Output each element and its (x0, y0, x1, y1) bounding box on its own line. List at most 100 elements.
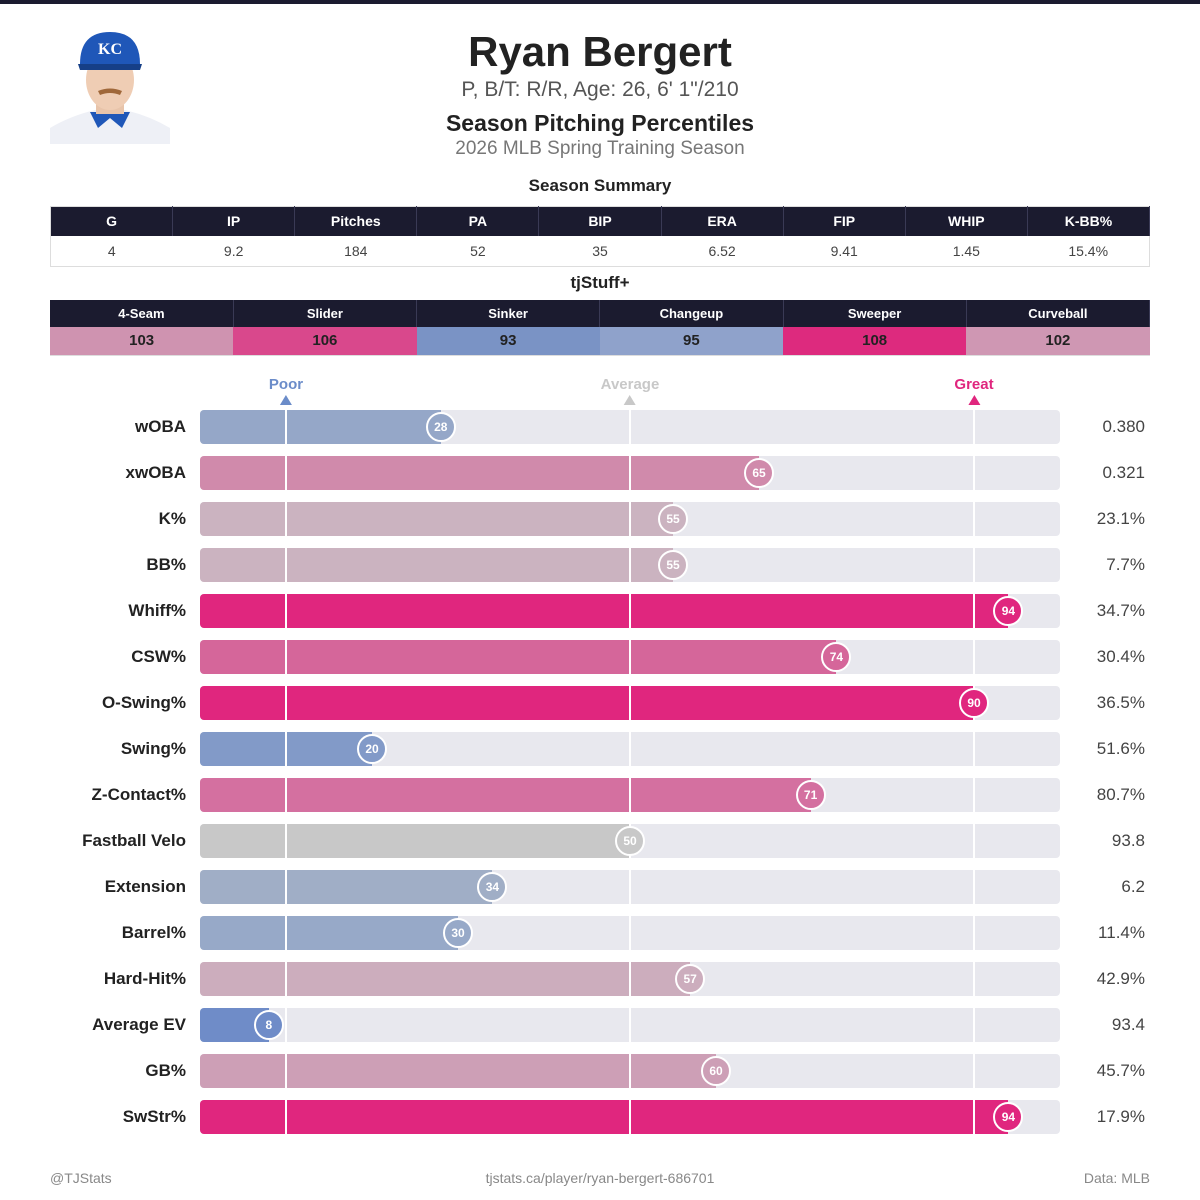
percentile-bar (200, 1054, 716, 1088)
reference-line (285, 870, 287, 904)
reference-line (973, 962, 975, 996)
metric-row: K% 55 23.1% (0, 502, 1200, 536)
percentile-badge: 57 (675, 964, 706, 994)
reference-line (285, 686, 287, 720)
marker-triangle-icon (624, 395, 636, 405)
percentile-track: 30 (200, 916, 1060, 950)
marker-great: Great (954, 376, 994, 405)
tjstuff-cell: 93 (416, 327, 600, 356)
reference-line (285, 732, 287, 766)
percentile-badge: 74 (821, 642, 852, 672)
metric-value: 80.7% (1096, 785, 1145, 804)
reference-line (629, 640, 631, 674)
tjstuff-header: Curveball (966, 300, 1151, 327)
percentile-bar (200, 1100, 1009, 1134)
metric-value: 0.380 (1102, 417, 1145, 436)
reference-line (973, 916, 975, 950)
reference-line (973, 456, 975, 490)
metric-label: BB% (146, 555, 186, 574)
metric-value: 6.2 (1121, 877, 1145, 896)
reference-line (629, 456, 631, 490)
percentile-bar (200, 916, 458, 950)
summary-header: ERA (661, 206, 784, 236)
metric-value: 23.1% (1096, 509, 1145, 528)
summary-cell: 1.45 (905, 235, 1028, 267)
reference-line (973, 778, 975, 812)
summary-cell: 184 (294, 235, 417, 267)
player-name: Ryan Bergert (468, 28, 732, 75)
reference-line (629, 916, 631, 950)
marker-average: Average (600, 376, 660, 405)
percentile-badge: 65 (744, 458, 774, 488)
percentile-track: 34 (200, 870, 1060, 904)
tjstuff-header: 4-Seam (50, 300, 234, 327)
summary-title: Season Summary (528, 176, 672, 195)
reference-line (285, 962, 287, 996)
reference-line (629, 686, 631, 720)
page-subtitle: Season Pitching Percentiles (445, 110, 755, 136)
reference-line (973, 640, 975, 674)
marker-label: Average (600, 376, 660, 393)
reference-line (285, 1054, 287, 1088)
summary-cell: 4 (50, 235, 173, 267)
metric-row: Swing% 20 51.6% (0, 732, 1200, 766)
percentile-track: 28 (200, 410, 1060, 444)
reference-line (285, 778, 287, 812)
reference-line (629, 410, 631, 444)
percentile-track: 57 (200, 962, 1060, 996)
reference-line (285, 1100, 287, 1134)
summary-cell: 52 (416, 235, 539, 267)
reference-line (285, 1008, 287, 1042)
metric-label: K% (158, 509, 186, 528)
footer-handle: @TJStats (50, 1170, 112, 1186)
reference-line (629, 778, 631, 812)
metric-value: 93.4 (1111, 1015, 1145, 1034)
percentile-bar (200, 870, 493, 904)
metric-value: 51.6% (1096, 739, 1145, 758)
summary-cell: 9.2 (172, 235, 295, 267)
reference-line (973, 410, 975, 444)
reference-line (285, 916, 287, 950)
metric-row: Hard-Hit% 57 42.9% (0, 962, 1200, 996)
percentile-bar (200, 962, 691, 996)
percentile-track: 90 (200, 686, 1060, 720)
summary-cell: 15.4% (1027, 235, 1150, 267)
metric-label: Average EV (92, 1015, 186, 1034)
reference-line (973, 1100, 975, 1134)
percentile-bar (200, 594, 1009, 628)
metric-row: BB% 55 7.7% (0, 548, 1200, 582)
percentile-badge: 28 (425, 412, 456, 442)
percentile-track: 65 (200, 456, 1060, 490)
metric-row: Barrel% 30 11.4% (0, 916, 1200, 950)
percentile-bar (200, 824, 630, 858)
percentile-track: 55 (200, 548, 1060, 582)
metric-label: CSW% (131, 647, 186, 666)
percentile-bar (200, 502, 673, 536)
reference-line (285, 456, 287, 490)
reference-line (973, 870, 975, 904)
marker-triangle-icon (968, 395, 980, 405)
summary-header: PA (416, 206, 540, 236)
summary-cell: 6.52 (661, 235, 784, 267)
reference-line (629, 548, 631, 582)
reference-line (629, 870, 631, 904)
percentile-badge: 8 (253, 1010, 284, 1040)
percentile-track: 94 (200, 594, 1060, 628)
reference-line (629, 732, 631, 766)
metric-row: O-Swing% 90 36.5% (0, 686, 1200, 720)
percentile-badge: 60 (701, 1056, 731, 1086)
reference-line (973, 502, 975, 536)
metric-row: xwOBA 65 0.321 (0, 456, 1200, 490)
metric-label: Z-Contact% (91, 785, 186, 804)
reference-line (629, 962, 631, 996)
metric-value: 36.5% (1096, 693, 1145, 712)
percentile-badge: 50 (615, 826, 645, 856)
summary-header: G (50, 206, 174, 236)
footer-url[interactable]: tjstats.ca/player/ryan-bergert-686701 (485, 1170, 715, 1186)
percentile-badge: 30 (443, 918, 473, 948)
metric-row: Z-Contact% 71 80.7% (0, 778, 1200, 812)
marker-label: Poor (268, 376, 304, 393)
percentile-track: 8 (200, 1008, 1060, 1042)
summary-header: IP (172, 206, 296, 236)
percentile-track: 74 (200, 640, 1060, 674)
